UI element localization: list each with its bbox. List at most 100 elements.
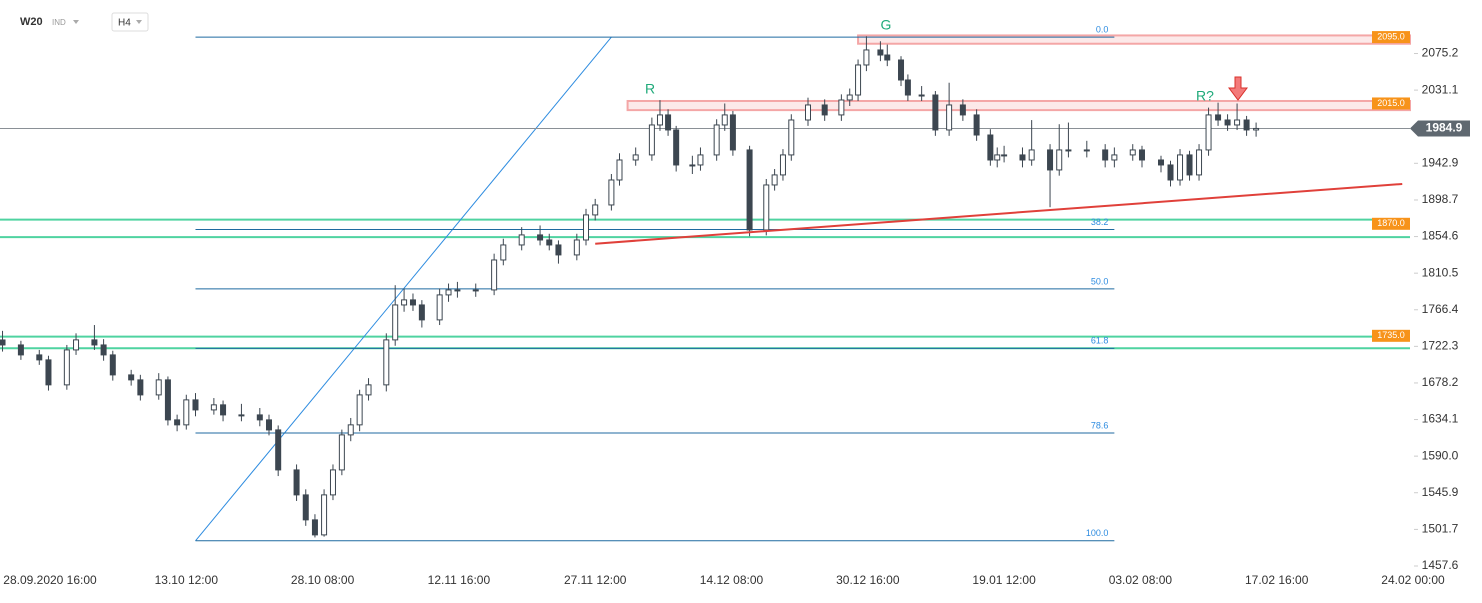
candle-body <box>17 344 24 356</box>
candle-body <box>293 469 300 496</box>
candle-body <box>365 384 372 396</box>
candle-body <box>347 424 354 436</box>
candle-body <box>608 179 615 206</box>
candle-body <box>238 414 245 417</box>
x-tick-label: 19.01 12:00 <box>972 573 1036 587</box>
candle-body <box>656 114 663 126</box>
fib-level-label: 61.8 <box>1091 336 1109 346</box>
fib-level-label: 50.0 <box>1091 276 1109 286</box>
candle-body <box>164 379 171 421</box>
fib-level-label: 100.0 <box>1086 528 1109 538</box>
x-tick-label: 17.02 16:00 <box>1245 573 1309 587</box>
trend-line <box>595 182 1403 245</box>
candle-body <box>1215 114 1222 121</box>
candle-body <box>1102 149 1109 161</box>
candle-body <box>1243 119 1250 131</box>
candle-body <box>855 64 862 96</box>
candle-body <box>302 494 309 521</box>
candle-body <box>392 304 399 341</box>
candle-body <box>973 114 980 136</box>
fib-level-label: 38.2 <box>1091 217 1109 227</box>
candle-body <box>788 119 795 156</box>
y-tick-label: 1501.7 <box>1422 522 1459 536</box>
candle-body <box>454 289 461 292</box>
candle-body <box>918 94 925 97</box>
candle-body <box>1047 149 1054 171</box>
candle-body <box>697 154 704 166</box>
interval-select[interactable] <box>111 12 149 32</box>
y-tick-label: 1898.7 <box>1422 192 1459 206</box>
candle-body <box>174 419 181 426</box>
x-tick-label: 27.11 12:00 <box>564 573 627 587</box>
candle-body <box>804 104 811 121</box>
y-tick-label: 1545.9 <box>1422 485 1459 499</box>
x-tick-label: 14.12 08:00 <box>700 573 764 587</box>
level-tag-label: 2015.0 <box>1377 98 1405 108</box>
candle-body <box>1167 164 1174 181</box>
candle-body <box>583 214 590 241</box>
candle-body <box>1056 149 1063 171</box>
x-tick-label: 24.02 00:00 <box>1381 573 1445 587</box>
candle-body <box>729 114 736 151</box>
candle-body <box>959 104 966 116</box>
x-tick-label: 28.09.2020 16:00 <box>3 573 97 587</box>
plot: 2075.2 2031.1 1942.9 1898.7 1854.6 1810.5 1766… <box>0 24 1459 587</box>
candle-body <box>329 469 336 496</box>
candle-body <box>445 289 452 296</box>
candle-body <box>356 394 363 426</box>
candle-body <box>932 94 939 131</box>
candle-body <box>256 414 263 421</box>
candle-body <box>573 239 580 256</box>
x-tick-label: 30.12 16:00 <box>836 573 900 587</box>
candle-body <box>183 399 190 426</box>
candle-body <box>1196 149 1203 176</box>
down-arrow <box>1228 76 1248 101</box>
candle-body <box>1028 149 1035 161</box>
candle-body <box>128 374 135 381</box>
candle-body <box>73 339 80 351</box>
candle-body <box>863 49 870 66</box>
candle-body <box>555 244 562 256</box>
candle-body <box>1138 149 1145 161</box>
annotation: R? <box>1196 88 1214 104</box>
candle-body <box>91 339 98 346</box>
interval-dropdown <box>136 20 142 24</box>
level-tag-label: 2095.0 <box>1377 31 1405 41</box>
candle-body <box>1019 154 1026 161</box>
candle-body <box>155 379 162 396</box>
candle-body <box>63 349 70 386</box>
candle-body <box>1177 154 1184 181</box>
candle-body <box>109 354 116 376</box>
candle-body <box>1234 119 1241 126</box>
candle-body <box>1065 149 1072 152</box>
candle-body <box>884 54 891 61</box>
level-tag-label: 1870.0 <box>1377 218 1405 228</box>
y-tick-label: 1854.6 <box>1422 229 1459 243</box>
candle-body <box>401 299 408 306</box>
candle-body <box>1158 159 1165 166</box>
fib-level-label: 78.6 <box>1091 420 1109 430</box>
candle-body <box>275 429 282 471</box>
y-tick-label: 1766.4 <box>1422 302 1459 316</box>
candle-body <box>1129 149 1136 156</box>
level-tag <box>1372 31 1410 44</box>
overlay: 2095.0 2015.0 1870.0 1735.0 1984.9 <box>1372 31 1470 342</box>
y-tick-label: 1722.3 <box>1422 339 1459 353</box>
symbol: W20 <box>20 16 43 28</box>
candle-body <box>383 339 390 386</box>
candle-body <box>592 204 599 216</box>
candle-body <box>472 289 479 292</box>
candle-body <box>713 124 720 156</box>
x-tick-label: 28.10 08:00 <box>291 573 355 587</box>
candle-body <box>846 94 853 101</box>
y-tick-label: 2031.1 <box>1422 82 1459 96</box>
candle-body <box>821 104 828 116</box>
candle-body <box>265 419 272 431</box>
candle-body <box>192 399 199 411</box>
candle-body <box>779 154 786 176</box>
y-tick-label: 1942.9 <box>1422 155 1459 169</box>
symbol-dropdown[interactable] <box>73 20 79 24</box>
candle-body <box>763 184 770 231</box>
